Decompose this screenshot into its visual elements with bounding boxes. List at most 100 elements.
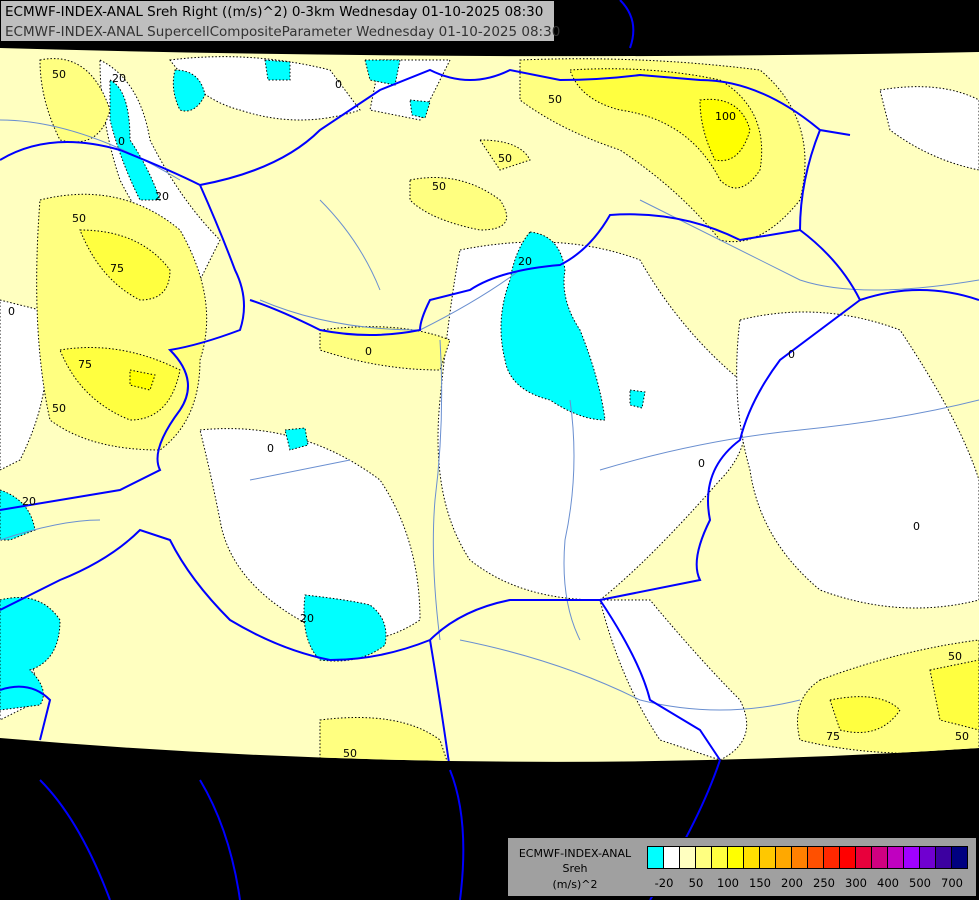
negative-area: [500, 231, 606, 421]
contour-label: 75: [110, 262, 124, 275]
legend-swatch: [792, 847, 808, 868]
low-area: [736, 311, 979, 609]
contour-label: 0: [335, 78, 342, 91]
contour-label: 75: [78, 358, 92, 371]
legend-swatch: [760, 847, 776, 868]
contour-label: 75: [826, 730, 840, 743]
legend-swatch: [888, 847, 904, 868]
legend-tick-label: 500: [909, 876, 931, 890]
country-border-outside: [449, 769, 465, 900]
contour-label: 20: [155, 190, 169, 203]
country-border: [0, 229, 862, 662]
legend-swatch: [936, 847, 952, 868]
river: [459, 639, 801, 711]
contour-label: 0: [365, 345, 372, 358]
contour-label: 50: [955, 730, 969, 743]
negative-area: [109, 79, 161, 201]
title-line-1: ECMWF-INDEX-ANAL Sreh Right ((m/s)^2) 0-…: [5, 4, 544, 20]
sreh-75-area: [79, 229, 171, 301]
contour-label: 50: [432, 180, 446, 193]
legend-swatch: [808, 847, 824, 868]
legend-tick-label: 300: [845, 876, 867, 890]
legend-swatch: [856, 847, 872, 868]
contour-label: 0: [8, 305, 15, 318]
legend-swatch: [824, 847, 840, 868]
negative-area: [172, 69, 206, 112]
legend-swatch: [904, 847, 920, 868]
negative-area: [0, 597, 61, 711]
sreh-75-area: [59, 347, 181, 421]
legend-swatch: [696, 847, 712, 868]
river: [319, 199, 381, 291]
river: [563, 399, 581, 641]
negative-area: [629, 389, 646, 409]
legend-tick-label: 200: [781, 876, 803, 890]
sreh-100-area: [699, 98, 751, 162]
low-area: [599, 599, 748, 761]
legend-tick-label: 250: [813, 876, 835, 890]
contour-label: 0: [913, 520, 920, 533]
legend-unit: (m/s)^2: [552, 878, 598, 891]
contour-label: 0: [267, 442, 274, 455]
legend-swatch: [648, 847, 664, 868]
contour-label: 100: [715, 110, 736, 123]
legend-colorbar: [647, 846, 968, 869]
negative-area: [303, 594, 387, 662]
color-legend: ECMWF-INDEX-ANAL Sreh (m/s)^2 -20 50 100 15…: [507, 837, 977, 897]
sreh-75-area: [569, 68, 763, 189]
contour-label: 0: [788, 348, 795, 361]
sreh-50-area: [319, 717, 451, 762]
sreh-75-area: [929, 659, 979, 731]
contour-label: 50: [548, 93, 562, 106]
river: [249, 459, 351, 481]
title-box: ECMWF-INDEX-ANAL Sreh Right ((m/s)^2) 0-…: [0, 0, 560, 42]
sreh-100-areas: [129, 98, 751, 391]
legend-tick-label: 700: [941, 876, 963, 890]
legend-swatch: [744, 847, 760, 868]
country-border-outside: [619, 0, 635, 49]
sreh-50-area: [409, 177, 508, 231]
outside-borders: [39, 0, 721, 900]
contour-label: 50: [498, 152, 512, 165]
sreh-75-area: [829, 696, 901, 733]
negative-area: [0, 489, 36, 541]
legend-tick-label: 100: [717, 876, 739, 890]
negative-area: [409, 99, 431, 119]
legend-swatch: [920, 847, 936, 868]
country-border: [0, 685, 52, 741]
contour-label: 50: [52, 68, 66, 81]
contour-label: 50: [343, 747, 357, 760]
legend-swatch: [872, 847, 888, 868]
country-border: [199, 68, 851, 186]
legend-swatch: [840, 847, 856, 868]
country-border: [249, 129, 821, 336]
low-area: [199, 428, 421, 641]
legend-swatch: [952, 847, 967, 868]
contour-label: 50: [72, 212, 86, 225]
sreh-100-area: [129, 369, 156, 391]
contour-labels: 50 20 0 20 50 75 0 75 50 50 50 0 0 50 100 20 0 0 0 20 0 20 50 7…: [8, 68, 969, 760]
contour-label: 50: [52, 402, 66, 415]
legend-model: ECMWF-INDEX-ANAL: [518, 847, 632, 860]
low-area: [879, 86, 979, 171]
contour-label: 20: [22, 495, 36, 508]
river: [0, 519, 101, 541]
contour-label: 50: [948, 650, 962, 663]
country-border: [429, 639, 451, 762]
legend-swatch: [712, 847, 728, 868]
river: [639, 199, 979, 291]
river: [432, 339, 443, 641]
low-area: [99, 59, 221, 281]
country-border: [599, 599, 721, 761]
country-border: [859, 289, 979, 301]
country-border: [0, 141, 245, 511]
contour-label: 20: [112, 72, 126, 85]
low-area: [169, 56, 361, 121]
legend-swatch: [776, 847, 792, 868]
sreh-75-areas: [59, 68, 979, 733]
negative-sreh-areas: [0, 59, 646, 711]
legend-tick-label: 150: [749, 876, 771, 890]
contour-label: 0: [698, 457, 705, 470]
